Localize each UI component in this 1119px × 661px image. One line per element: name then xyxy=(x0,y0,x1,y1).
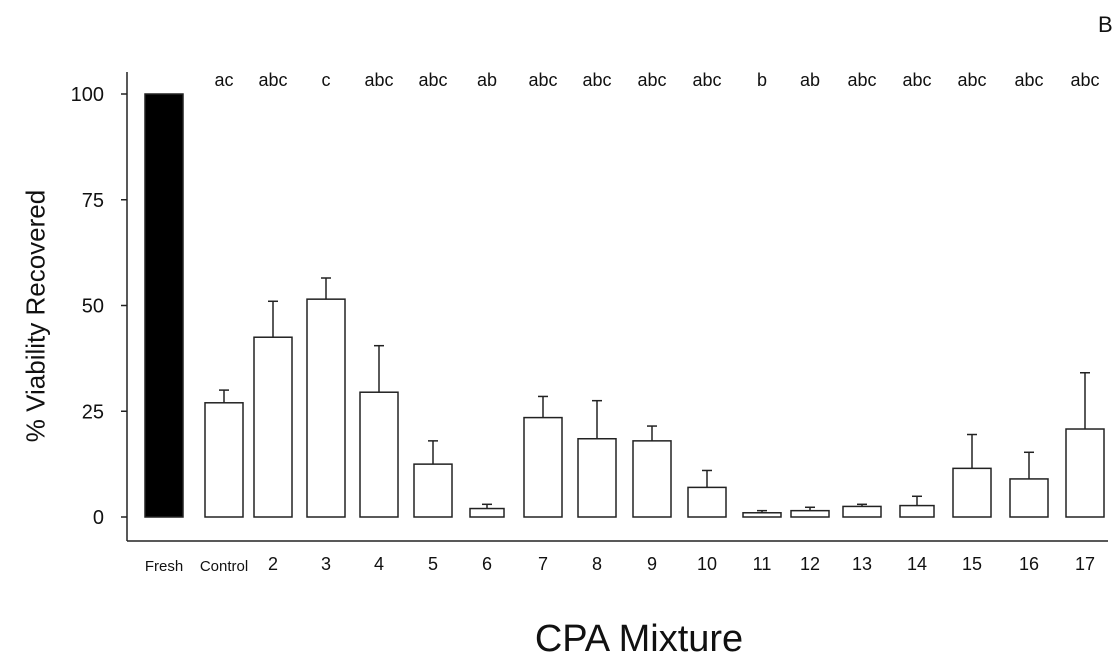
significance-letter: c xyxy=(322,70,331,90)
y-tick-label: 75 xyxy=(82,190,104,212)
significance-letters: ac abc c abc abc ab abc abc abc abc b ab abc abc abc ab… xyxy=(214,70,1099,90)
bar xyxy=(144,93,184,518)
x-tick-label: 6 xyxy=(482,554,492,574)
significance-letter: abc xyxy=(902,70,931,90)
x-axis-label: CPA Mixture xyxy=(534,618,744,660)
x-tick-label: 2 xyxy=(268,554,278,574)
significance-letter: abc xyxy=(847,70,876,90)
significance-letter: abc xyxy=(692,70,721,90)
error-bars xyxy=(219,277,1090,513)
y-tick-label: 25 xyxy=(82,401,104,423)
x-tick-label: 7 xyxy=(538,554,548,574)
x-tick-label: Control xyxy=(200,558,248,575)
x-tick-label: 4 xyxy=(374,554,384,574)
significance-letter: abc xyxy=(957,70,986,90)
y-tick-label: 100 xyxy=(71,84,104,106)
significance-letter: abc xyxy=(258,70,287,90)
bar xyxy=(359,391,399,518)
bar xyxy=(1065,428,1105,518)
x-tick-label: 17 xyxy=(1075,554,1095,574)
significance-letter: abc xyxy=(528,70,557,90)
bar xyxy=(790,509,830,518)
x-tick-label: Fresh xyxy=(145,558,183,575)
bar xyxy=(899,504,935,518)
x-tick-label: 8 xyxy=(592,554,602,574)
bar xyxy=(413,463,453,518)
significance-letter: abc xyxy=(582,70,611,90)
x-tick-label: 15 xyxy=(962,554,982,574)
x-tick-label: 9 xyxy=(647,554,657,574)
significance-letter: abc xyxy=(418,70,447,90)
significance-letter: abc xyxy=(364,70,393,90)
bar xyxy=(577,437,617,518)
x-tick-label: 5 xyxy=(428,554,438,574)
significance-letter: abc xyxy=(1070,70,1099,90)
bar xyxy=(306,298,346,518)
x-tick-label: 12 xyxy=(800,554,820,574)
x-tick-label: 16 xyxy=(1019,554,1039,574)
x-tick-label: 10 xyxy=(697,554,717,574)
bar xyxy=(204,402,244,518)
significance-letter: abc xyxy=(637,70,666,90)
bar xyxy=(687,486,727,518)
significance-letter: ac xyxy=(214,70,233,90)
bar xyxy=(952,467,992,518)
x-tick-labels: Fresh Control 2 3 4 5 6 7 8 9 10 11 12 13 14 15 16 17 xyxy=(145,554,1095,575)
bar xyxy=(742,512,782,518)
significance-letter: abc xyxy=(1014,70,1043,90)
x-tick-label: 14 xyxy=(907,554,927,574)
y-tick-label: 50 xyxy=(82,296,104,318)
bar xyxy=(253,336,293,518)
bar xyxy=(842,505,882,518)
x-tick-label: 13 xyxy=(852,554,872,574)
significance-letter: b xyxy=(757,70,767,90)
bar xyxy=(469,507,505,518)
bar xyxy=(632,440,672,518)
x-tick-label: 3 xyxy=(321,554,331,574)
bars xyxy=(144,93,1105,518)
bar xyxy=(1009,478,1049,518)
bar xyxy=(523,416,563,518)
significance-letter: ab xyxy=(800,70,820,90)
axes xyxy=(121,72,1108,542)
significance-letter: ab xyxy=(477,70,497,90)
x-tick-label: 11 xyxy=(753,554,772,574)
panel-letter: B xyxy=(1098,12,1113,37)
y-tick-label: 0 xyxy=(93,507,104,529)
y-tick-labels: 0 25 50 75 100 xyxy=(71,84,104,529)
